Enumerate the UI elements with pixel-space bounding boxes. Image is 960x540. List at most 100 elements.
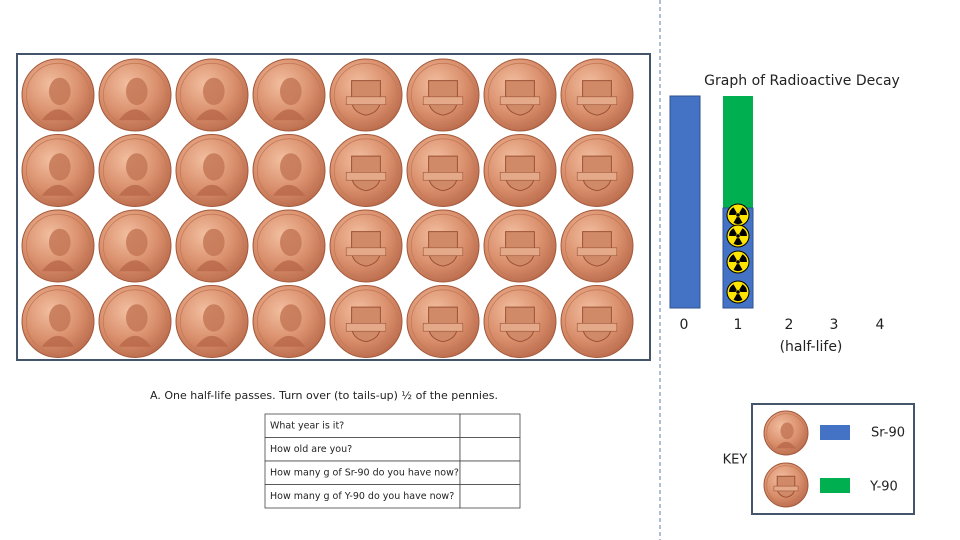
- lincoln-head: [280, 77, 302, 106]
- penny-rim: [179, 62, 245, 128]
- penny-rim: [333, 213, 399, 279]
- penny-rim: [766, 465, 806, 505]
- lincoln-bust: [195, 184, 229, 196]
- lincoln-head: [203, 153, 225, 181]
- banner: [345, 172, 387, 181]
- trefoil: [729, 228, 737, 236]
- table-cell: [459, 413, 521, 438]
- banner: [345, 322, 387, 332]
- penny-rim: [256, 138, 322, 203]
- x-labels: 0 1 2 3 4: [680, 317, 885, 333]
- banner: [422, 96, 464, 106]
- lincoln-bust: [272, 109, 306, 121]
- lincoln-head: [126, 153, 148, 181]
- penny-rim: [25, 138, 91, 203]
- lincoln-bust: [118, 184, 152, 196]
- penny-rim: [102, 289, 168, 354]
- banner: [576, 322, 618, 332]
- lincoln-head: [49, 304, 71, 332]
- trefoil: [729, 254, 737, 262]
- lincoln-bust: [272, 184, 306, 196]
- penny-rim: [410, 62, 476, 128]
- penny-rim: [487, 138, 553, 203]
- lincoln-head: [126, 304, 148, 332]
- lincoln-head: [49, 228, 71, 257]
- trefoil: [739, 207, 747, 215]
- penny-rim: [410, 213, 476, 279]
- penny-rim: [564, 62, 630, 128]
- penny-rim: [333, 289, 399, 354]
- trefoil: [729, 207, 737, 215]
- table-question: How many g of Y-90 do you have now?: [270, 491, 454, 502]
- banner: [345, 247, 387, 257]
- table-question: How many g of Sr-90 do you have now?: [270, 467, 459, 478]
- trefoil: [739, 228, 747, 236]
- penny-rim: [102, 213, 168, 279]
- lincoln-bust: [41, 335, 75, 347]
- banner: [422, 172, 464, 181]
- x-axis-label: (half-life): [780, 339, 843, 355]
- banner: [576, 96, 618, 106]
- banner: [576, 172, 618, 181]
- trefoil: [733, 294, 743, 301]
- banner: [499, 322, 541, 332]
- banner: [499, 247, 541, 257]
- penny-rim: [410, 138, 476, 203]
- penny-rim: [333, 138, 399, 203]
- x-label: 3: [830, 317, 839, 333]
- lincoln-head: [280, 153, 302, 181]
- banner: [422, 322, 464, 332]
- penny-rim: [179, 289, 245, 354]
- penny-rim: [256, 62, 322, 128]
- lincoln-bust: [272, 335, 306, 347]
- penny-rim: [487, 213, 553, 279]
- trefoil: [733, 264, 743, 271]
- penny-rim: [487, 62, 553, 128]
- penny-rim: [564, 138, 630, 203]
- lincoln-bust: [272, 260, 306, 272]
- penny-rim: [25, 289, 91, 354]
- lincoln-bust: [195, 335, 229, 347]
- bar-half-life-0: [669, 95, 701, 309]
- penny-rim: [333, 62, 399, 128]
- table-cell: [459, 484, 521, 509]
- instruction: A. One half-life passes. Turn over (to t…: [150, 389, 498, 402]
- lincoln-head: [203, 77, 225, 106]
- lincoln-head: [49, 153, 71, 181]
- penny-rim: [256, 213, 322, 279]
- penny-rim: [102, 62, 168, 128]
- banner: [422, 247, 464, 257]
- lincoln-bust: [41, 109, 75, 121]
- penny-rim: [179, 213, 245, 279]
- trefoil-center: [736, 234, 740, 238]
- lincoln-head: [780, 422, 794, 440]
- table-question: How old are you?: [270, 444, 352, 455]
- lincoln-head: [126, 228, 148, 257]
- question-table: What year is it? How old are you? How many…: [264, 413, 521, 509]
- penny-rim: [25, 213, 91, 279]
- lincoln-head: [280, 228, 302, 257]
- table-cell: [459, 460, 521, 485]
- lincoln-head: [49, 77, 71, 106]
- table-question: What year is it?: [270, 420, 344, 431]
- lincoln-bust: [776, 441, 796, 449]
- bar-y90: [723, 96, 753, 208]
- banner: [576, 247, 618, 257]
- penny-rim: [564, 213, 630, 279]
- key-swatch-y90: [820, 478, 850, 493]
- banner: [345, 96, 387, 106]
- x-label: 1: [734, 317, 743, 333]
- penny-rim: [25, 62, 91, 128]
- key-swatch-sr90: [820, 425, 850, 440]
- banner: [499, 96, 541, 106]
- x-label: 4: [876, 317, 885, 333]
- key-title: KEY: [723, 453, 748, 468]
- lincoln-head: [126, 77, 148, 106]
- lincoln-bust: [41, 184, 75, 196]
- lincoln-head: [203, 304, 225, 332]
- trefoil-center: [736, 213, 740, 217]
- penny-rim: [179, 138, 245, 203]
- trefoil: [739, 284, 747, 292]
- penny-rim: [102, 138, 168, 203]
- lincoln-head: [280, 304, 302, 332]
